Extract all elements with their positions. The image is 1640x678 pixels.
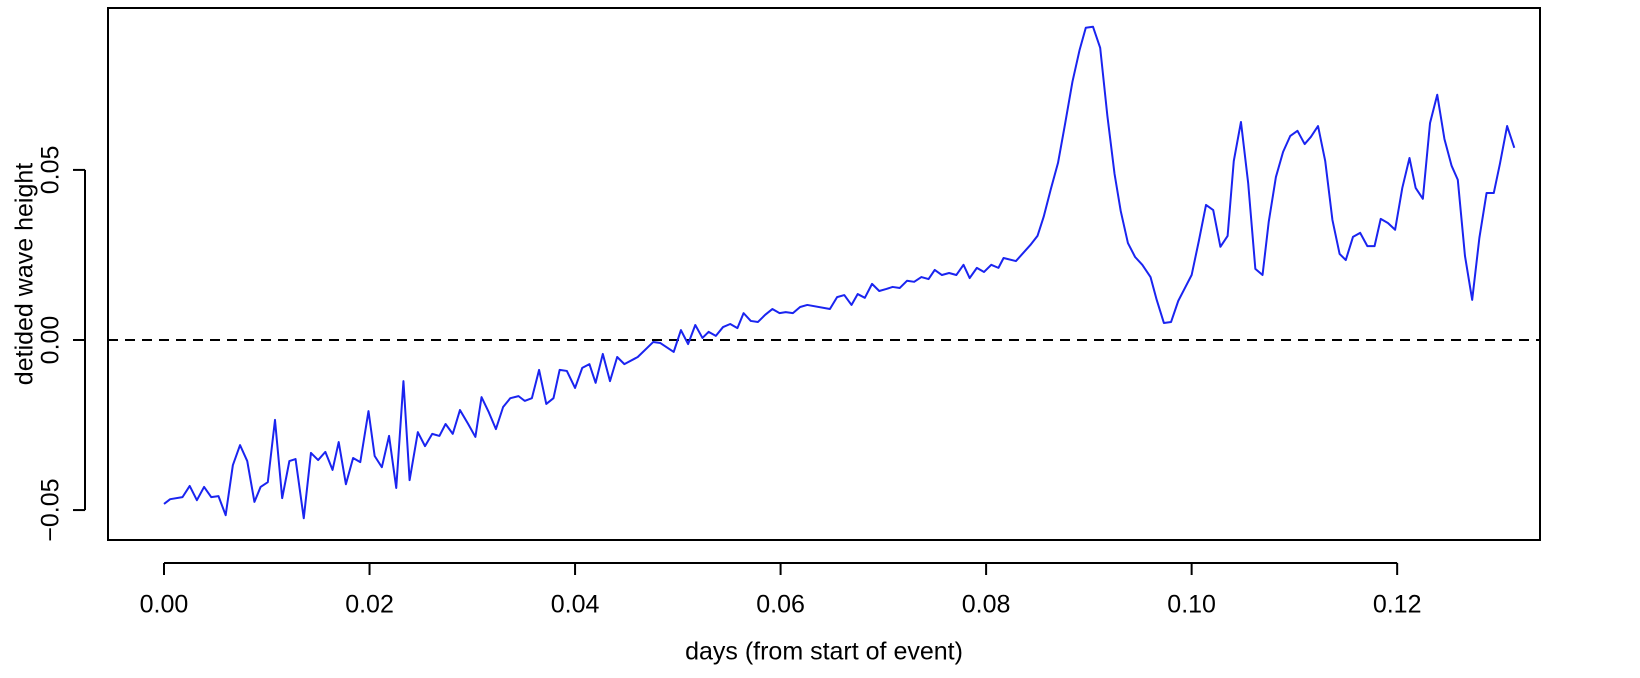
plot-frame [107,7,1541,541]
y-tick-label: 0.00 [37,316,65,365]
x-tick-label: 0.00 [140,591,189,619]
x-tick-label: 0.08 [962,591,1011,619]
x-tick-label: 0.04 [551,591,600,619]
x-tick-label: 0.02 [345,591,394,619]
x-tick-label: 0.10 [1167,591,1216,619]
x-tick-label: 0.12 [1373,591,1422,619]
data-line [163,25,1516,520]
y-tick-label: 0.05 [37,146,65,195]
x-axis-title: days (from start of event) [685,638,963,666]
y-tick-label: −0.05 [37,478,65,541]
x-tick-label: 0.06 [756,591,805,619]
y-axis-title: detided wave height [11,163,39,385]
